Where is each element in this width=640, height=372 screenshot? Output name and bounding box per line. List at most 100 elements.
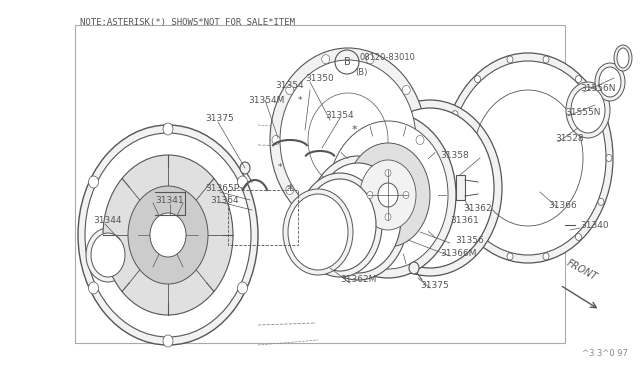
Ellipse shape bbox=[163, 123, 173, 135]
Ellipse shape bbox=[543, 253, 549, 260]
Ellipse shape bbox=[507, 56, 513, 63]
Bar bbox=[75, 25, 565, 343]
Ellipse shape bbox=[283, 189, 353, 275]
Ellipse shape bbox=[403, 186, 410, 195]
Ellipse shape bbox=[298, 173, 382, 277]
Text: 31354M: 31354M bbox=[248, 96, 284, 105]
Ellipse shape bbox=[322, 217, 330, 225]
Ellipse shape bbox=[288, 194, 348, 270]
Text: 31366: 31366 bbox=[548, 201, 577, 209]
Ellipse shape bbox=[614, 45, 632, 71]
Ellipse shape bbox=[474, 234, 481, 240]
Ellipse shape bbox=[270, 48, 426, 232]
Ellipse shape bbox=[575, 234, 582, 240]
Text: 31555N: 31555N bbox=[565, 108, 600, 116]
Ellipse shape bbox=[150, 213, 186, 257]
Ellipse shape bbox=[85, 133, 251, 337]
Ellipse shape bbox=[378, 183, 398, 207]
Ellipse shape bbox=[409, 262, 419, 274]
Ellipse shape bbox=[78, 125, 258, 345]
Text: 31344: 31344 bbox=[93, 215, 122, 224]
Ellipse shape bbox=[598, 198, 604, 205]
Ellipse shape bbox=[474, 76, 481, 83]
Ellipse shape bbox=[91, 233, 125, 277]
Ellipse shape bbox=[237, 282, 248, 294]
Text: B: B bbox=[344, 57, 350, 67]
Text: 31556N: 31556N bbox=[580, 83, 616, 93]
Ellipse shape bbox=[86, 228, 130, 282]
Ellipse shape bbox=[88, 176, 99, 188]
Ellipse shape bbox=[366, 108, 494, 268]
Ellipse shape bbox=[280, 60, 416, 220]
Ellipse shape bbox=[272, 135, 280, 144]
Text: 31354: 31354 bbox=[325, 110, 354, 119]
Ellipse shape bbox=[507, 253, 513, 260]
Text: 08120-83010: 08120-83010 bbox=[360, 52, 416, 61]
Text: 31341: 31341 bbox=[155, 196, 184, 205]
Ellipse shape bbox=[452, 198, 458, 205]
Ellipse shape bbox=[304, 179, 376, 271]
Ellipse shape bbox=[575, 76, 582, 83]
Ellipse shape bbox=[566, 82, 610, 138]
Text: 31362M: 31362M bbox=[340, 276, 376, 285]
Ellipse shape bbox=[88, 282, 99, 294]
Text: 31340: 31340 bbox=[580, 221, 609, 230]
Ellipse shape bbox=[285, 86, 294, 94]
Text: 31364: 31364 bbox=[210, 196, 239, 205]
Ellipse shape bbox=[285, 186, 294, 195]
Text: *: * bbox=[278, 163, 282, 171]
Text: *: * bbox=[351, 125, 357, 135]
Ellipse shape bbox=[385, 170, 391, 176]
Ellipse shape bbox=[416, 135, 424, 144]
Text: 31365P: 31365P bbox=[205, 183, 239, 192]
Text: FRONT: FRONT bbox=[565, 257, 599, 282]
Text: 31366M: 31366M bbox=[440, 248, 477, 257]
Ellipse shape bbox=[328, 121, 448, 269]
Ellipse shape bbox=[103, 155, 233, 315]
Text: ^3 3^0 97: ^3 3^0 97 bbox=[582, 349, 628, 358]
Ellipse shape bbox=[237, 176, 248, 188]
Ellipse shape bbox=[366, 217, 374, 225]
Ellipse shape bbox=[240, 162, 250, 174]
Text: 31375: 31375 bbox=[205, 113, 234, 122]
Ellipse shape bbox=[598, 111, 604, 118]
Ellipse shape bbox=[443, 53, 613, 263]
Text: 31375: 31375 bbox=[420, 280, 449, 289]
Ellipse shape bbox=[308, 156, 408, 280]
Ellipse shape bbox=[367, 192, 373, 199]
Ellipse shape bbox=[606, 154, 612, 161]
Text: *: * bbox=[287, 183, 294, 197]
Ellipse shape bbox=[450, 61, 606, 255]
Polygon shape bbox=[456, 175, 465, 200]
Text: 31362: 31362 bbox=[463, 203, 492, 212]
Text: 31356: 31356 bbox=[455, 235, 484, 244]
Ellipse shape bbox=[366, 55, 374, 64]
Text: (B): (B) bbox=[355, 67, 367, 77]
Ellipse shape bbox=[403, 86, 410, 94]
Ellipse shape bbox=[315, 163, 401, 273]
Ellipse shape bbox=[322, 55, 330, 64]
Ellipse shape bbox=[320, 112, 456, 278]
Bar bbox=[228, 190, 298, 245]
Ellipse shape bbox=[128, 186, 208, 284]
Ellipse shape bbox=[543, 56, 549, 63]
Text: NOTE:ASTERISK(*) SHOWS*NOT FOR SALE*ITEM: NOTE:ASTERISK(*) SHOWS*NOT FOR SALE*ITEM bbox=[80, 18, 295, 27]
Text: 31528: 31528 bbox=[555, 134, 584, 142]
Text: 31361: 31361 bbox=[450, 215, 479, 224]
Ellipse shape bbox=[452, 111, 458, 118]
Ellipse shape bbox=[571, 87, 605, 133]
Ellipse shape bbox=[403, 192, 409, 199]
Ellipse shape bbox=[360, 160, 416, 230]
Ellipse shape bbox=[599, 67, 621, 97]
Ellipse shape bbox=[385, 214, 391, 221]
Text: *: * bbox=[298, 96, 303, 105]
Text: 31358: 31358 bbox=[440, 151, 468, 160]
Ellipse shape bbox=[444, 154, 450, 161]
Ellipse shape bbox=[617, 48, 629, 68]
Ellipse shape bbox=[346, 143, 430, 247]
Text: 31350: 31350 bbox=[305, 74, 333, 83]
Text: 31354: 31354 bbox=[276, 80, 304, 90]
Ellipse shape bbox=[595, 63, 625, 101]
Ellipse shape bbox=[163, 335, 173, 347]
Ellipse shape bbox=[358, 100, 502, 276]
